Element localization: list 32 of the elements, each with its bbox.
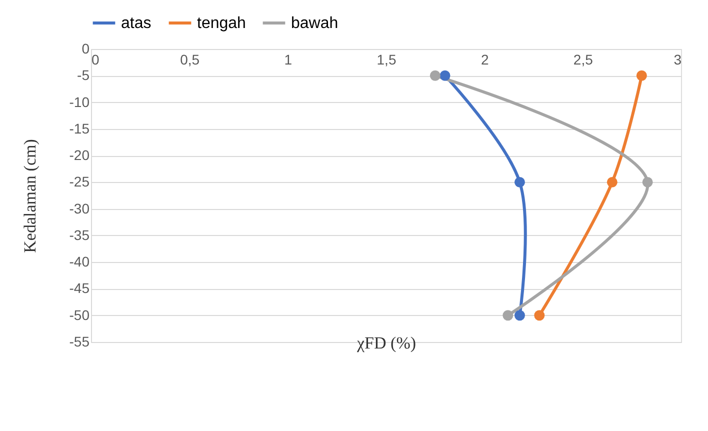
y-tick-label: -40 — [69, 254, 90, 270]
point — [502, 310, 514, 321]
y-tick-label: -5 — [77, 67, 90, 84]
y-axis-title: Kedalaman (cm) — [20, 139, 40, 253]
y-tick-label: -25 — [69, 174, 90, 190]
y-tick-label: -10 — [69, 94, 90, 110]
y-tick-label: -20 — [69, 147, 90, 164]
point — [440, 70, 450, 81]
point — [430, 70, 440, 81]
x-tick-label: 1,5 — [376, 52, 396, 68]
point — [514, 176, 525, 188]
y-tick-label: -50 — [69, 306, 90, 323]
x-tick-label: 0,5 — [180, 52, 200, 68]
y-tick-label: -35 — [69, 226, 90, 243]
y-tick-label: 0 — [82, 40, 90, 56]
y-tick-label: -15 — [69, 120, 90, 136]
legend-label: atas — [121, 15, 152, 32]
x-tick-label: 2 — [480, 52, 489, 68]
x-tick-label: 1 — [284, 52, 292, 68]
y-tick-label: -45 — [69, 280, 90, 296]
point — [636, 70, 647, 81]
y-tick-label: -30 — [69, 200, 90, 216]
x-tick-label: 3 — [674, 52, 682, 68]
point — [606, 176, 618, 188]
legend-label: tengah — [197, 15, 246, 32]
y-tick-label: -55 — [69, 334, 90, 350]
point — [534, 310, 545, 321]
x-axis-title: χFD (%) — [356, 334, 416, 352]
point — [514, 310, 525, 321]
point — [642, 176, 653, 188]
legend-label: bawah — [291, 15, 338, 32]
x-tick-label: 2,5 — [573, 52, 594, 68]
